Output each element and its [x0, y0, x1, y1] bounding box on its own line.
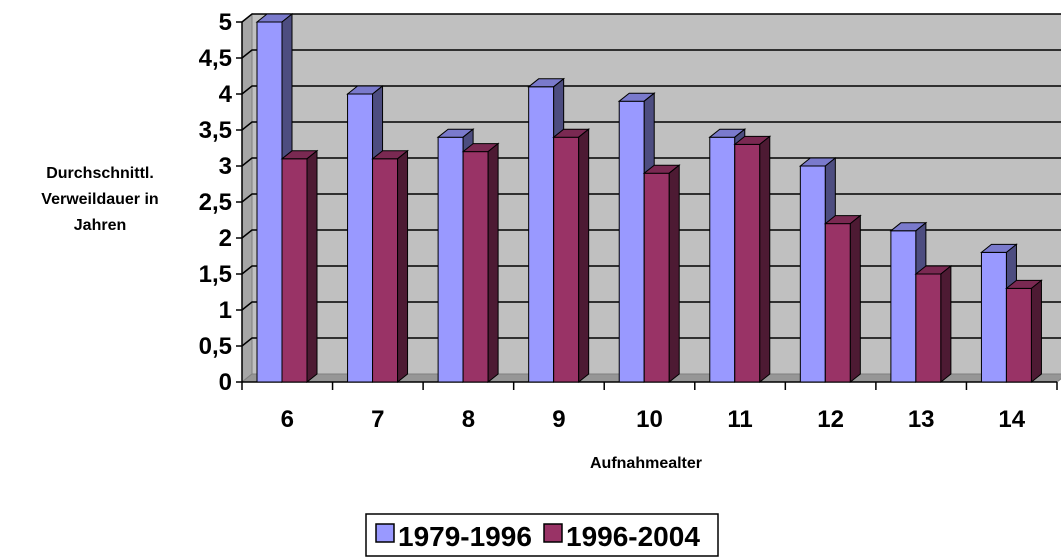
x-tick-label: 11	[727, 406, 752, 433]
legend: 1979-1996 1996-2004	[365, 513, 719, 557]
gridline	[241, 229, 1061, 239]
gridline	[241, 121, 1061, 131]
bar	[371, 149, 409, 384]
x-tick-label: 8	[462, 406, 475, 433]
x-tick-label: 9	[552, 406, 565, 433]
gridline	[241, 49, 1061, 59]
y-tick-label: 4,5	[199, 45, 232, 72]
bar-front	[462, 151, 489, 383]
bar-front	[1005, 287, 1032, 383]
bar-front	[799, 165, 826, 383]
x-axis-title: Aufnahmealter	[590, 455, 702, 472]
bar-side	[759, 135, 771, 384]
y-tick-label: 2	[219, 225, 232, 252]
bar-front	[890, 230, 917, 383]
y-tick-label: 0,5	[199, 333, 232, 360]
y-tick-label: 0	[219, 369, 232, 396]
x-tick-label: 6	[281, 406, 294, 433]
bar-front	[437, 136, 464, 383]
x-tick-label: 7	[371, 406, 384, 433]
gridlines	[241, 13, 1061, 347]
gridline	[241, 265, 1061, 275]
y-tick-label: 2,5	[199, 189, 232, 216]
legend-swatch	[375, 523, 395, 543]
bar-front	[372, 158, 399, 383]
bar	[280, 149, 319, 384]
y-tick-label: 1,5	[199, 261, 232, 288]
y-tick-label: 3,5	[199, 117, 232, 144]
y-tick-label: 3	[219, 153, 232, 180]
bars	[255, 12, 1043, 384]
x-tick-label: 10	[636, 406, 663, 433]
legend-label: 1996-2004	[566, 521, 700, 552]
x-tick-label: 12	[817, 406, 844, 433]
bar-front	[734, 143, 761, 383]
bar-front	[824, 223, 851, 383]
legend-label: 1979-1996	[398, 521, 532, 552]
bar	[823, 214, 862, 384]
bar-front	[709, 136, 736, 383]
y-axis-title-line: Jahren	[74, 217, 126, 234]
x-tick-labels: 6 7 8 9 10 11 12 13 14	[281, 406, 1026, 433]
bar-side	[668, 164, 680, 384]
bar-front	[643, 172, 670, 383]
bar-side	[940, 264, 952, 384]
bar-side	[849, 214, 861, 384]
bar-front	[915, 273, 942, 383]
y-axis-title: Durchschnittl. Verweildauer in Jahren	[41, 165, 158, 234]
bar	[552, 128, 591, 384]
legend-swatch	[543, 523, 563, 543]
gridline	[241, 193, 1061, 203]
gridline	[241, 157, 1061, 167]
bar-front	[618, 100, 645, 383]
y-tick-label: 5	[219, 9, 232, 36]
y-tick-label: 1	[219, 297, 232, 324]
x-tick-label: 13	[908, 406, 935, 433]
gridline	[241, 85, 1061, 95]
bar-front	[553, 136, 580, 383]
y-axis-title-line: Verweildauer in	[41, 191, 158, 208]
bar-side	[578, 128, 590, 384]
legend-box	[365, 513, 719, 557]
bar-front	[980, 251, 1007, 383]
bar-front	[347, 93, 374, 383]
bar-side	[397, 149, 409, 384]
gridline	[241, 13, 1061, 23]
gridline	[241, 301, 1061, 311]
bar-front	[528, 86, 555, 383]
bar-side	[1030, 279, 1042, 384]
gridline	[241, 337, 1061, 347]
bar	[642, 164, 681, 384]
legend-item: 1979-1996	[375, 521, 532, 552]
bar	[733, 135, 772, 384]
bar-front	[281, 158, 308, 383]
bar	[1005, 279, 1043, 384]
y-axis-title-line: Durchschnittl.	[46, 165, 154, 182]
x-tick-label: 14	[998, 406, 1025, 433]
y-tick-labels: 0 0,5 1 1,5 2 2,5 3 3,5 4 4,5 5	[199, 9, 233, 396]
bar	[461, 142, 500, 384]
bar	[914, 264, 953, 384]
bar-side	[487, 142, 499, 384]
legend-item: 1996-2004	[543, 521, 700, 552]
y-tick-label: 4	[219, 81, 233, 108]
bar-side	[306, 149, 318, 384]
bar-front	[256, 21, 283, 383]
